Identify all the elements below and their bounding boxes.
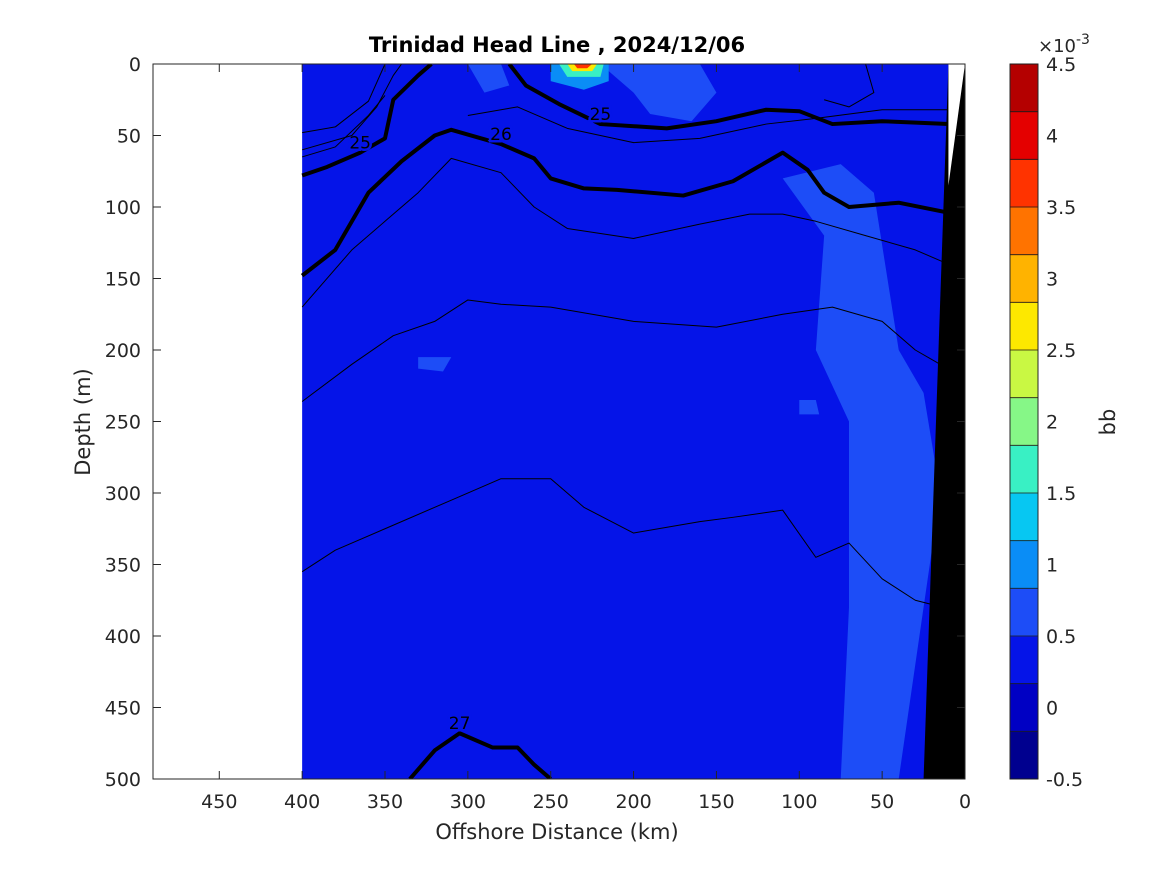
colorbar-segment (1010, 493, 1038, 542)
colorbar-tick-label: 4 (1046, 126, 1058, 148)
x-tick-label: 100 (781, 791, 817, 813)
colorbar: -0.5 0 0.5 1 1.5 2 2.5 3 3.5 4 4.5 (1009, 54, 1083, 791)
y-tick-label: 400 (105, 626, 141, 648)
y-tick-label: 0 (129, 54, 141, 76)
isopycnal-contour (467, 106, 949, 144)
colorbar-segment (1010, 683, 1038, 732)
y-axis-label: Depth (m) (71, 368, 95, 475)
y-tick-label: 150 (105, 269, 141, 291)
colorbar-segment (1010, 111, 1038, 160)
y-axis: 0 50 100 150 200 250 300 350 400 450 500 (105, 54, 965, 791)
y-tick-label: 350 (105, 555, 141, 577)
colorbar-segment (1010, 350, 1038, 399)
colorbar-label: bb (1096, 409, 1120, 436)
x-tick-label: 200 (615, 791, 651, 813)
isopycnal-contour (301, 95, 386, 158)
colorbar-segment (1010, 636, 1038, 685)
y-tick-label: 50 (117, 126, 141, 148)
colorbar-segment (1010, 731, 1038, 780)
field-patch (782, 164, 941, 779)
seafloor-shape (923, 64, 965, 779)
y-tick-label: 100 (105, 197, 141, 219)
contour-label: 27 (449, 714, 471, 734)
x-axis-label: Offshore Distance (km) (435, 820, 678, 844)
field-patch (600, 64, 717, 122)
isopycnal-contour-bold (300, 127, 949, 278)
colorbar-segment (1010, 588, 1038, 637)
colorbar-segment (1010, 540, 1038, 589)
colorbar-tick-label: 2 (1046, 412, 1058, 434)
isopycnal-contour (824, 64, 875, 108)
field-patch (573, 64, 593, 69)
x-tick-label: 250 (533, 791, 569, 813)
isopycnal-contour-bold (301, 64, 433, 178)
data-layer: 25 25 26 27 (300, 64, 965, 779)
chart-title: Trinidad Head Line , 2024/12/06 (369, 33, 745, 57)
colorbar-tick-label: 1.5 (1046, 483, 1076, 505)
contour-label: 26 (490, 125, 512, 145)
y-tick-label: 250 (105, 412, 141, 434)
y-tick-label: 500 (105, 769, 141, 791)
colorbar-tick-label: 0 (1046, 698, 1058, 720)
x-tick-label: 400 (284, 791, 320, 813)
colorbar-segment (1010, 445, 1038, 494)
contour-label: 25 (349, 134, 371, 154)
y-tick-label: 450 (105, 698, 141, 720)
colorbar-segment (1010, 207, 1038, 256)
colorbar-tick-label: 3.5 (1046, 197, 1076, 219)
isopycnal-contour (302, 64, 386, 134)
contour-label: 25 (590, 105, 612, 125)
isopycnal-contour (301, 157, 949, 308)
colorbar-segment (1010, 159, 1038, 208)
colorbar-segment (1010, 397, 1038, 446)
colorbar-tick-label: 1 (1046, 555, 1058, 577)
x-tick-label: 50 (870, 791, 894, 813)
colorbar-segment (1010, 64, 1038, 113)
isopycnal-contour (301, 478, 932, 606)
colorbar-tick-label: 4.5 (1046, 54, 1076, 76)
field-patch (799, 400, 820, 415)
x-tick-label: 300 (450, 791, 486, 813)
x-tick-label: 0 (959, 791, 971, 813)
field-patch (418, 357, 452, 372)
x-tick-label: 450 (201, 791, 237, 813)
colorbar-tick-label: 3 (1046, 269, 1058, 291)
x-axis: 450 400 350 300 250 200 150 100 50 0 (201, 64, 971, 813)
colorbar-exponent: ×10-3 (1038, 32, 1090, 57)
x-tick-label: 150 (698, 791, 734, 813)
field-patch (467, 64, 510, 93)
isopycnal-contour-bold (408, 731, 553, 779)
isopycnal-contour (302, 64, 402, 151)
x-tick-label: 350 (367, 791, 403, 813)
colorbar-tick-label: 0.5 (1046, 626, 1076, 648)
nodata-wedge (948, 64, 965, 186)
isopycnal-contour-bold (507, 64, 949, 131)
isopycnal-contour (301, 299, 941, 402)
y-tick-label: 300 (105, 483, 141, 505)
colorbar-segment (1010, 302, 1038, 351)
y-tick-label: 200 (105, 340, 141, 362)
colorbar-tick-label: 2.5 (1046, 340, 1076, 362)
colorbar-tick-label: -0.5 (1046, 769, 1083, 791)
colorbar-segment (1010, 254, 1038, 303)
